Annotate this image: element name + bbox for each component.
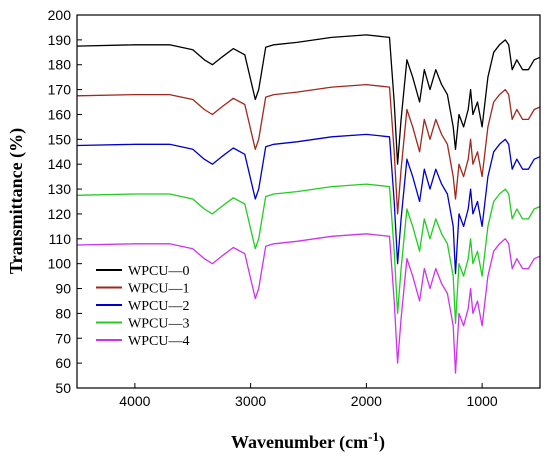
- y-tick-label: 190: [48, 32, 72, 48]
- x-tick-label: 4000: [119, 393, 150, 409]
- x-axis-title: Wavenumber (cm-1): [231, 429, 385, 453]
- series-line-1: [76, 83, 541, 215]
- y-tick-label: 140: [48, 156, 72, 172]
- legend: WPCU—0 WPCU—1 WPCU—2 WPCU—3 WPCU—4: [96, 264, 189, 349]
- series-line-4: [76, 233, 541, 374]
- x-tick-label: 2000: [351, 393, 382, 409]
- x-tick-label: 3000: [235, 393, 266, 409]
- y-tick-label: 130: [48, 181, 72, 197]
- series-line-3: [76, 183, 541, 324]
- y-tick-label: 100: [48, 256, 72, 272]
- x-axis: 4000 3000 2000 1000: [119, 383, 498, 409]
- legend-label-2: WPCU—2: [128, 299, 189, 314]
- y-tick-label: 60: [55, 355, 71, 371]
- y-tick-label: 120: [48, 206, 72, 222]
- legend-label-1: WPCU—1: [128, 282, 189, 297]
- y-axis-title: Transmittance (%): [6, 128, 27, 274]
- x-axis-title-close: ): [379, 432, 385, 453]
- series-line-0: [76, 34, 541, 165]
- y-tick-label: 70: [55, 330, 71, 346]
- y-tick-label: 180: [48, 57, 72, 73]
- plot-lines: [76, 34, 541, 374]
- y-tick-label: 150: [48, 131, 72, 147]
- y-tick-label: 110: [49, 231, 72, 247]
- series-line-2: [76, 133, 541, 275]
- y-tick-label: 80: [55, 305, 71, 321]
- legend-label-3: WPCU—3: [128, 317, 189, 332]
- y-tick-label: 160: [48, 106, 72, 122]
- y-tick-label: 50: [55, 380, 71, 396]
- plot-frame: [76, 14, 541, 389]
- y-axis: 50 60 70 80 90 100 110 120 130 140 150 160 170 180 190…: [48, 7, 82, 396]
- legend-label-4: WPCU—4: [128, 334, 189, 349]
- x-axis-title-superscript: -1: [368, 429, 379, 444]
- y-tick-label: 90: [55, 281, 71, 297]
- x-axis-title-main: Wavenumber (cm: [231, 432, 368, 453]
- y-tick-label: 200: [48, 7, 72, 23]
- legend-label-0: WPCU—0: [128, 264, 189, 279]
- x-tick-label: 1000: [467, 393, 498, 409]
- y-tick-label: 170: [48, 82, 72, 98]
